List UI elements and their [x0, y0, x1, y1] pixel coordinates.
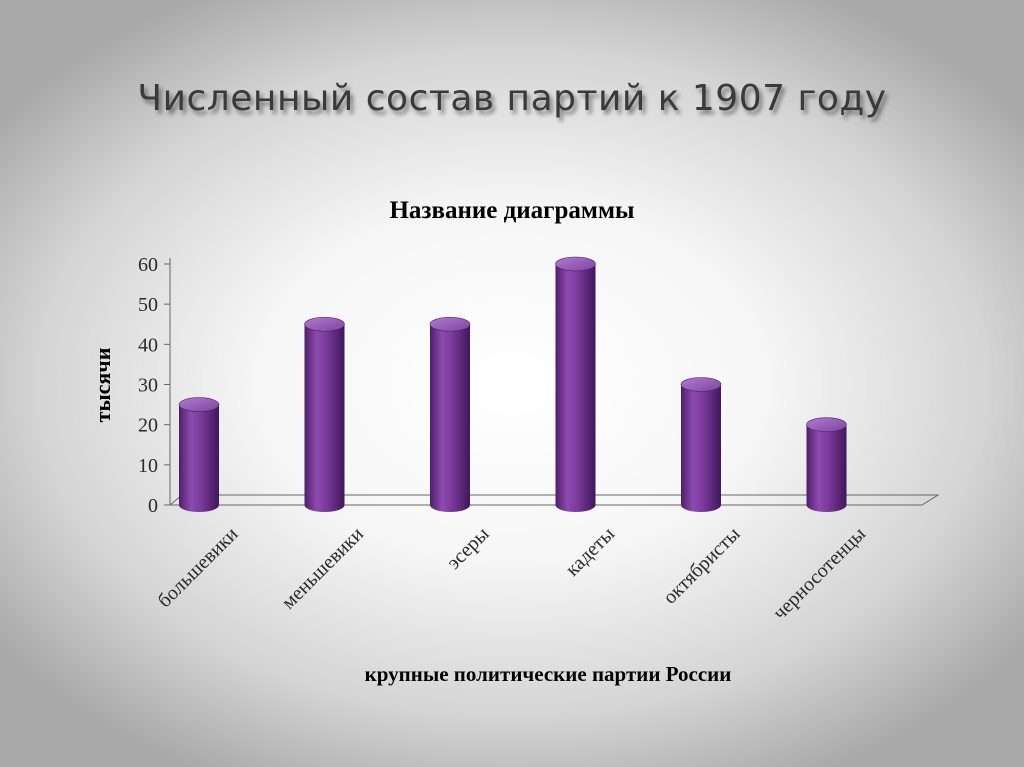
y-tick-label: 40 — [138, 334, 158, 356]
bar-body — [681, 384, 721, 512]
x-tick-label: меньшевики — [277, 523, 368, 614]
bar-top — [555, 256, 596, 272]
y-tick-label: 50 — [138, 294, 158, 316]
bar-body — [555, 264, 596, 512]
bars-group — [178, 256, 847, 512]
x-axis-ticks: большевики меньшевики эсеры кадеты октябрист… — [154, 523, 870, 624]
bar — [429, 316, 471, 512]
bar-body — [304, 324, 345, 512]
y-tick-label: 10 — [138, 455, 158, 477]
bar — [555, 256, 596, 512]
bar-body — [430, 324, 470, 512]
bar-top — [806, 417, 847, 432]
bar-top — [178, 397, 220, 412]
bar — [680, 377, 722, 512]
bar-body — [179, 404, 219, 512]
x-tick-label: большевики — [154, 523, 243, 612]
bar-top — [304, 316, 345, 332]
bar — [178, 397, 220, 512]
x-axis-label: крупные политические партии России — [365, 662, 732, 686]
bar-body — [806, 424, 847, 512]
slide-title: Численный состав партий к 1907 году — [137, 78, 887, 119]
y-tick-label: 60 — [138, 254, 158, 276]
chart-axes — [168, 258, 940, 506]
x-tick-label: октябристы — [659, 523, 745, 609]
y-axis-label: тысячи — [90, 347, 115, 422]
bar — [304, 316, 345, 512]
y-tick-label: 20 — [138, 415, 158, 437]
bar-top — [680, 377, 722, 392]
y-tick-label: 0 — [148, 495, 158, 517]
bar-top — [429, 316, 471, 332]
bar — [806, 417, 847, 512]
chart-floor — [168, 494, 940, 506]
x-tick-label: эсеры — [443, 523, 494, 574]
y-tick-label: 30 — [138, 375, 158, 397]
chart-title: Название диаграммы — [389, 197, 634, 224]
y-axis-ticks: 0 10 20 30 40 50 60 — [138, 254, 170, 517]
x-tick-label: кадеты — [561, 523, 619, 581]
x-tick-label: черносотенцы — [769, 523, 870, 624]
